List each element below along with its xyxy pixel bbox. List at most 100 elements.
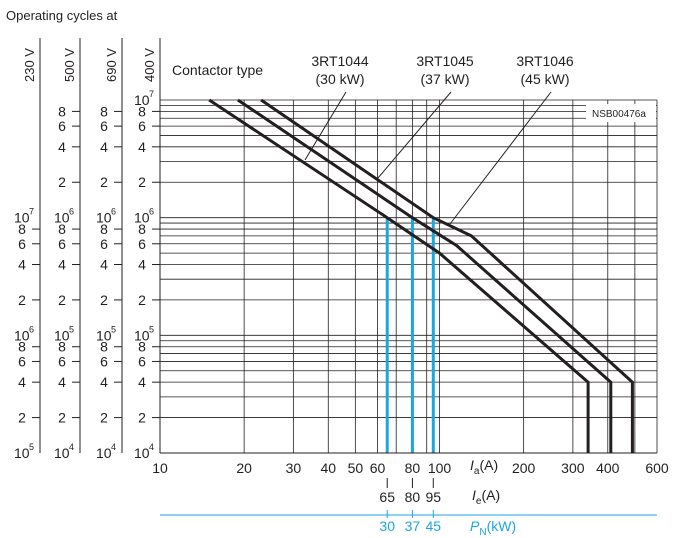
mantissa-label: 2	[138, 174, 146, 190]
x-tick-label: 50	[348, 460, 364, 476]
decade-base: 10	[14, 327, 30, 343]
series-label-rating: (30 kW)	[316, 71, 365, 87]
series-lines	[208, 98, 634, 453]
mantissa-label: 2	[58, 292, 66, 308]
voltage-axis-label: 690 V	[104, 48, 119, 82]
decade-base: 10	[54, 445, 70, 461]
leader-line	[304, 91, 347, 161]
leader-lines	[304, 91, 552, 225]
pn-axis-label: PN(kW)	[470, 518, 516, 538]
decade-label: 10 5	[96, 324, 116, 343]
mantissa-label: 2	[58, 410, 66, 426]
ie-tick-label: 65	[379, 489, 395, 505]
series-label-rating: (45 kW)	[521, 71, 570, 87]
mantissa-label: 4	[58, 256, 66, 272]
mantissa-label: 8	[58, 221, 66, 237]
legend-title: Contactor type	[172, 62, 263, 78]
x-tick-label: 400	[596, 460, 620, 476]
decade-base: 10	[96, 445, 112, 461]
code-label: NSB00476a	[586, 104, 656, 122]
mantissa-label: 4	[100, 139, 108, 155]
decade-exp: 5	[111, 324, 116, 334]
series-labels: 3RT1044 (30 kW) 3RT1045 (37 kW) 3RT1046 (45 k…	[311, 53, 574, 87]
mantissa-label: 6	[58, 236, 66, 252]
pn-axis: 30 37 45 PN(kW)	[160, 510, 657, 538]
leader-line	[449, 91, 552, 225]
decade-exp: 7	[149, 89, 154, 99]
decade-base: 10	[134, 445, 150, 461]
mantissa-label: 6	[138, 236, 146, 252]
mantissa-label: 4	[100, 374, 108, 390]
x-axis-label: Ia(A)	[470, 457, 498, 477]
decade-exp: 7	[29, 207, 34, 217]
series-line-3RT1045	[237, 98, 613, 453]
mantissa-label: 6	[100, 353, 108, 369]
pn-tick-label: 30	[379, 518, 395, 534]
decade-label: 10 7	[14, 207, 34, 226]
decade-base: 10	[134, 210, 150, 226]
mantissa-label: 2	[100, 174, 108, 190]
pn-tick-label: 37	[405, 518, 421, 534]
mantissa-label: 6	[58, 118, 66, 134]
leader-line	[377, 91, 452, 179]
decade-base: 10	[96, 210, 112, 226]
series-label-name: 3RT1044	[311, 53, 369, 69]
decade-exp: 6	[69, 207, 74, 217]
decade-base: 10	[54, 210, 70, 226]
chart-title: Operating cycles at	[6, 8, 118, 23]
mantissa-label: 8	[100, 339, 108, 355]
series-label-rating: (37 kW)	[421, 71, 470, 87]
x-tick-label: 10	[152, 460, 168, 476]
x-axis: 10 20 30 40 50 60 80 100 200 300 400 600 Ia(A)	[152, 452, 669, 477]
mantissa-label: 4	[18, 374, 26, 390]
series-label-name: 3RT1045	[416, 53, 474, 69]
mantissa-label: 6	[18, 353, 26, 369]
decade-label: 10 5	[54, 324, 74, 343]
decade-label: 10 5	[134, 324, 154, 343]
decade-exp: 5	[29, 442, 34, 452]
x-tick-label: 20	[236, 460, 252, 476]
decade-exp: 5	[69, 324, 74, 334]
x-tick-label: 300	[561, 460, 585, 476]
x-tick-label: 60	[370, 460, 386, 476]
decade-exp: 6	[149, 207, 154, 217]
ie-axis: 65 80 95 Ie(A)	[379, 478, 500, 507]
x-tick-label: 40	[320, 460, 336, 476]
mantissa-label: 2	[138, 410, 146, 426]
decade-label: 10 6	[96, 207, 116, 226]
voltage-axis-label: 230 V	[22, 48, 37, 82]
mantissa-label: 6	[18, 236, 26, 252]
decade-base: 10	[54, 327, 70, 343]
mantissa-label: 2	[100, 292, 108, 308]
decade-label: 10 6	[54, 207, 74, 226]
mantissa-label: 2	[100, 410, 108, 426]
mantissa-label: 8	[18, 339, 26, 355]
mantissa-label: 8	[100, 103, 108, 119]
mantissa-label: 4	[18, 256, 26, 272]
decade-exp: 6	[29, 324, 34, 334]
mantissa-label: 8	[58, 103, 66, 119]
ie-tick-label: 80	[405, 489, 421, 505]
grid	[159, 99, 658, 454]
mantissa-label: 4	[138, 374, 146, 390]
voltage-axis-label: 500 V	[62, 48, 77, 82]
pn-tick-label: 45	[425, 518, 441, 534]
ie-tick-label: 95	[425, 489, 441, 505]
mantissa-label: 8	[138, 339, 146, 355]
voltage-axis-label: 400 V	[142, 48, 157, 82]
decade-exp: 4	[149, 442, 154, 452]
svg-text:NSB00476a: NSB00476a	[592, 109, 646, 120]
marker-lines	[385, 217, 435, 453]
decade-base: 10	[134, 92, 150, 108]
series-line-3RT1044	[208, 98, 590, 453]
series-label-name: 3RT1046	[516, 53, 574, 69]
mantissa-label: 8	[18, 221, 26, 237]
x-tick-label: 200	[512, 460, 536, 476]
ie-axis-label: Ie(A)	[472, 487, 500, 507]
decade-exp: 6	[111, 207, 116, 217]
decade-base: 10	[96, 327, 112, 343]
x-tick-label: 30	[286, 460, 302, 476]
x-tick-label: 100	[428, 460, 452, 476]
x-tick-label: 600	[645, 460, 669, 476]
